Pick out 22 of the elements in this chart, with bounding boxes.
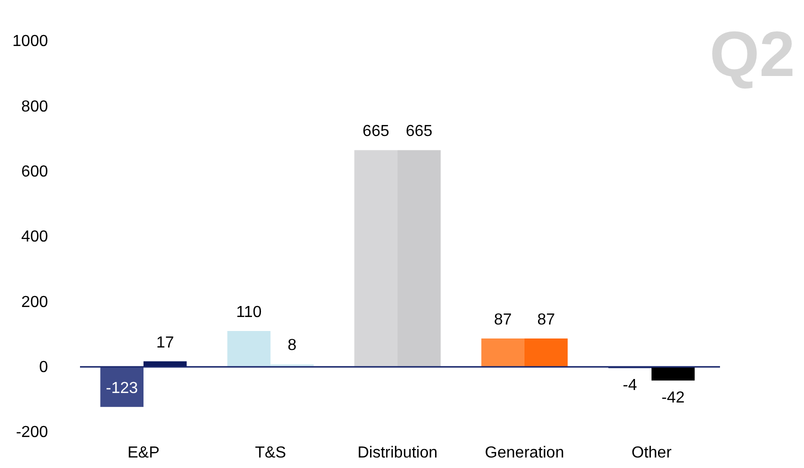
y-tick-label: 800 xyxy=(21,98,48,116)
data-label: 87 xyxy=(537,311,556,328)
y-tick-label: 400 xyxy=(21,228,48,246)
y-tick-label: -200 xyxy=(16,424,48,442)
x-tick-label: E&P xyxy=(127,444,160,462)
data-label: 665 xyxy=(406,123,433,140)
data-label: 110 xyxy=(236,304,262,321)
x-tick-label: Generation xyxy=(484,444,564,462)
data-label: 87 xyxy=(494,311,512,328)
y-tick-label: 0 xyxy=(39,358,48,376)
y-tick-label: 1000 xyxy=(12,33,48,50)
data-label: 17 xyxy=(156,334,174,352)
data-label: -4 xyxy=(622,377,638,394)
data-label: -42 xyxy=(662,390,685,407)
x-tick-label: Other xyxy=(631,444,672,462)
data-label: 8 xyxy=(288,337,297,354)
x-tick-label: Distribution xyxy=(357,444,438,462)
y-tick-label: 600 xyxy=(21,163,48,180)
data-label: -123 xyxy=(106,380,138,397)
y-tick-label: 200 xyxy=(21,294,48,311)
data-label: 665 xyxy=(362,123,390,140)
x-tick-label: T&S xyxy=(254,444,286,462)
